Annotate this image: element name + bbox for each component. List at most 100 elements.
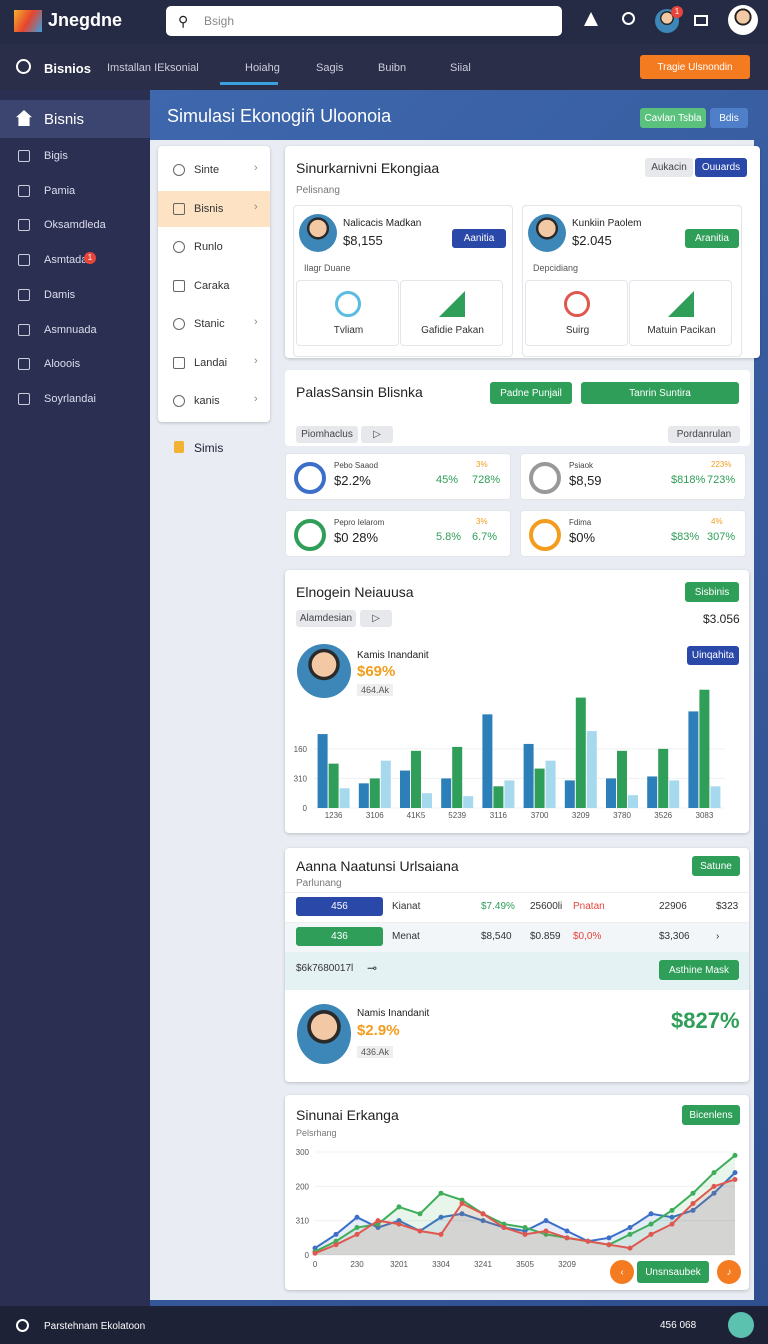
sidebar-item[interactable]: Oksamdleda: [44, 219, 106, 232]
sidebar-item[interactable]: Asmnuada: [44, 323, 97, 336]
table-cell: Pnatan: [573, 901, 605, 912]
button[interactable]: Bicenlens: [682, 1105, 740, 1125]
nav-item[interactable]: Buibn: [378, 62, 407, 74]
button[interactable]: Padne Punjail: [490, 382, 572, 404]
big-value: $827%: [671, 1008, 740, 1033]
search-box[interactable]: ⚲ Bsigh: [166, 6, 562, 36]
shape: [16, 110, 32, 126]
button[interactable]: Bdis: [710, 108, 748, 128]
filter[interactable]: ▷: [360, 610, 392, 627]
sidebar-item[interactable]: Alooois: [44, 358, 81, 371]
label: $0%: [569, 530, 596, 545]
button[interactable]: Tanrin Suntira: [581, 382, 739, 404]
button[interactable]: Asthine Mask: [659, 960, 739, 980]
submenu-row[interactable]: Bisnis ›: [158, 190, 270, 227]
label: Piomhaclus: [301, 429, 353, 440]
sidebar-item[interactable]: Asmtada: [44, 254, 88, 267]
button[interactable]: Aukacin: [645, 158, 693, 177]
shape: [16, 59, 31, 74]
button[interactable]: ♪: [717, 1260, 741, 1284]
sidebar-icon: [18, 358, 30, 371]
avatar[interactable]: [728, 5, 758, 35]
shape: ›: [254, 162, 258, 174]
tile[interactable]: Gafidie Pakan: [400, 280, 503, 346]
table-cell: $3,306: [659, 931, 690, 942]
summary: $6k7680017l: [296, 963, 354, 974]
button[interactable]: ‹: [610, 1260, 634, 1284]
submenu-extra[interactable]: Simis: [194, 441, 224, 455]
tile[interactable]: Tvliam: [296, 280, 399, 346]
nav-item[interactable]: Imstallan IEksonial: [107, 62, 199, 74]
button[interactable]: Ouuards: [695, 158, 747, 177]
button[interactable]: Sisbinis: [685, 582, 739, 602]
badge: 1: [671, 6, 683, 18]
label: Bisnis: [44, 111, 85, 128]
label: Pepro Ielarom: [334, 518, 385, 527]
icon[interactable]: [584, 12, 598, 26]
sidebar-active[interactable]: Bisnis: [0, 100, 150, 138]
label: 6.7%: [472, 531, 498, 543]
button[interactable]: Aanitia: [452, 229, 506, 248]
sidebar-item[interactable]: Pamia: [44, 184, 76, 197]
filter[interactable]: Pordanrulan: [668, 426, 740, 443]
total: $3.056: [703, 612, 740, 626]
label: 3%: [476, 460, 488, 469]
filter[interactable]: Piomhaclus: [296, 426, 358, 443]
stat-card: Psiaok $8,59 223% $818% 723%: [520, 453, 746, 500]
filter[interactable]: ▷: [361, 426, 393, 443]
shape: ⊸: [367, 961, 378, 975]
card-title: Aanna Naatunsi Urlsaiana: [296, 858, 459, 874]
sidebar-icon: [18, 219, 30, 232]
logo: Jnegdne: [48, 10, 123, 30]
sidebar-item[interactable]: Damis: [44, 288, 76, 301]
nav-item[interactable]: Hoiahg: [245, 62, 280, 74]
shape: ‹: [620, 1266, 624, 1278]
table-cell: $323: [716, 901, 739, 912]
button[interactable]: Unsnsaubek: [637, 1261, 709, 1283]
submenu-row[interactable]: kanis ›: [158, 383, 270, 419]
button[interactable]: Satune: [692, 856, 740, 876]
nav-button[interactable]: Tragie Ulsnondin: [640, 55, 750, 79]
label: 5.8%: [436, 531, 462, 543]
sidebar-item[interactable]: Soyrlandai: [44, 392, 96, 405]
shape: ▷: [373, 429, 381, 440]
filter[interactable]: Alamdesian: [296, 610, 356, 627]
label: Suirg: [565, 325, 590, 336]
shape: ›: [254, 200, 258, 213]
shape: [173, 395, 185, 407]
submenu-row[interactable]: Stanic ›: [158, 306, 270, 342]
sidebar-item[interactable]: Bigis: [44, 150, 68, 162]
card-title: PalasSansin Blisnka: [296, 384, 423, 400]
submenu-row[interactable]: Caraka: [158, 268, 270, 304]
card: Sinurkarnivni Ekongiaa Pelisnang Aukacin…: [285, 146, 760, 358]
nav-item[interactable]: Siial: [450, 62, 471, 74]
person-label: Ilagr Duane: [304, 263, 351, 273]
shape: [294, 519, 326, 551]
label: $8,59: [569, 473, 602, 488]
avatar: [297, 1004, 351, 1064]
nav-item[interactable]: Sagis: [316, 62, 344, 74]
label: 3%: [476, 517, 488, 526]
tile[interactable]: Matuin Pacikan: [629, 280, 732, 346]
nav-brand[interactable]: Bisnios: [44, 61, 91, 76]
submenu-row[interactable]: Sinte ›: [158, 152, 270, 188]
button[interactable]: Uinqahita: [687, 646, 739, 665]
sidebar-icon: [18, 323, 30, 336]
label: 223%: [711, 460, 732, 469]
submenu-row[interactable]: Runlo: [158, 229, 270, 265]
icon[interactable]: [622, 12, 635, 25]
card-title: Sinunai Erkanga: [296, 1107, 399, 1123]
shape: [529, 462, 561, 494]
submenu-row[interactable]: Landai ›: [158, 345, 270, 381]
person-card: Kunkiin Paolem $2.045 Aranitia Depcidian…: [522, 205, 742, 357]
label: Tragie Ulsnondin: [657, 61, 733, 73]
tile[interactable]: Suirg: [525, 280, 628, 346]
icon[interactable]: [694, 15, 708, 26]
button[interactable]: Aranitia: [685, 229, 739, 248]
person-amount: $2.045: [572, 233, 612, 248]
icon[interactable]: [728, 1312, 754, 1338]
label: 436: [331, 931, 348, 942]
button[interactable]: Cavlan Tsbla: [640, 108, 706, 128]
label: Bdis: [719, 112, 739, 124]
